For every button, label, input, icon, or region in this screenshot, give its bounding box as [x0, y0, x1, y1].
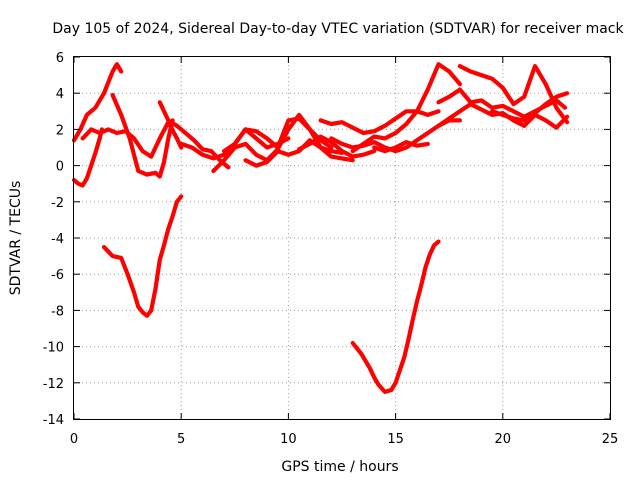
x-tick-label: 20: [495, 432, 512, 447]
series-layer: [71, 62, 570, 394]
y-tick-label: -12: [43, 377, 64, 392]
series-trace-17: [457, 63, 570, 125]
x-tick-label: 15: [387, 432, 404, 447]
series-trace-20: [101, 194, 184, 318]
grid: [74, 57, 610, 419]
y-tick-label: -10: [43, 341, 64, 356]
series-trace-4: [110, 92, 175, 179]
series-trace-1: [71, 62, 124, 143]
chart-title: Day 105 of 2024, Sidereal Day-to-day VTE…: [52, 21, 624, 37]
y-tick-label: 6: [56, 51, 64, 66]
y-tick-label: 2: [56, 123, 64, 138]
x-tick-label: 10: [280, 432, 297, 447]
series-trace-18: [490, 91, 570, 123]
y-tick-label: -6: [51, 268, 64, 283]
y-tick-label: -4: [51, 232, 64, 247]
plot-frame: [73, 56, 611, 420]
series-trace-8: [222, 116, 334, 154]
series-trace-19: [511, 112, 570, 130]
series-trace-2: [71, 127, 104, 188]
x-tick-label: 25: [602, 432, 619, 447]
y-tick-label: -2: [51, 196, 64, 211]
y-tick-label: -8: [51, 304, 64, 319]
y-tick-label: 0: [56, 160, 64, 175]
y-tick-label: -14: [43, 413, 64, 428]
series-trace-16: [436, 102, 527, 128]
x-tick-label: 5: [177, 432, 185, 447]
x-tick-label: 0: [70, 432, 78, 447]
x-axis-label: GPS time / hours: [281, 459, 398, 475]
series-trace-13: [350, 62, 462, 154]
series-trace-21: [350, 239, 441, 394]
series-trace-10: [297, 134, 377, 159]
y-tick-label: 4: [56, 87, 64, 102]
series-trace-14: [372, 140, 430, 154]
y-axis-label: SDTVAR / TECUs: [8, 181, 24, 296]
tick-labels: 0 5 10 15 20 25 -14 -12 -10 -8 -6 -4 -2 0 2 4 6: [43, 51, 619, 447]
